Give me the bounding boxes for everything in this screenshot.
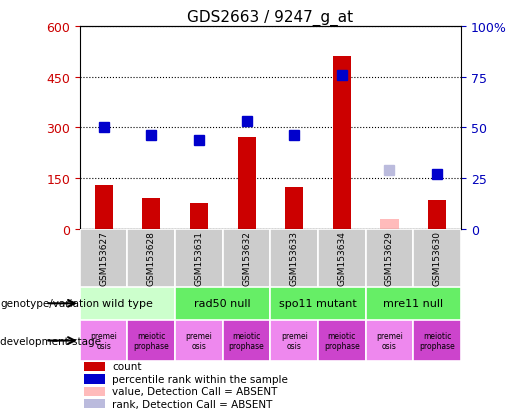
Bar [128, 320, 175, 361]
Bar [413, 320, 461, 361]
Text: mre11 null: mre11 null [383, 299, 443, 309]
Bar [237, 138, 255, 229]
Bar [175, 229, 222, 287]
Bar [175, 320, 222, 361]
Text: premei
osis: premei osis [185, 331, 212, 350]
Text: GSM153632: GSM153632 [242, 231, 251, 285]
Bar [128, 229, 175, 287]
Bar [80, 320, 128, 361]
Bar [80, 287, 175, 320]
Bar [83, 387, 105, 396]
Bar [270, 287, 366, 320]
Text: GSM153634: GSM153634 [337, 231, 346, 285]
Text: meiotic
prophase: meiotic prophase [419, 331, 455, 350]
Bar [142, 199, 160, 229]
Text: count: count [112, 361, 142, 372]
Bar [83, 399, 105, 408]
Bar [83, 374, 105, 384]
Text: spo11 mutant: spo11 mutant [279, 299, 357, 309]
Text: meiotic
prophase: meiotic prophase [133, 331, 169, 350]
Bar [175, 287, 270, 320]
Bar [366, 287, 461, 320]
Bar [318, 229, 366, 287]
Text: GSM153630: GSM153630 [433, 231, 441, 285]
Bar [190, 204, 208, 229]
Text: premei
osis: premei osis [281, 331, 307, 350]
Text: value, Detection Call = ABSENT: value, Detection Call = ABSENT [112, 386, 278, 396]
Bar [285, 187, 303, 229]
Bar [95, 185, 113, 229]
Title: GDS2663 / 9247_g_at: GDS2663 / 9247_g_at [187, 9, 353, 26]
Text: GSM153628: GSM153628 [147, 231, 156, 285]
Bar [222, 320, 270, 361]
Bar [413, 229, 461, 287]
Text: development stage: development stage [0, 336, 101, 346]
Bar [80, 229, 128, 287]
Text: GSM153627: GSM153627 [99, 231, 108, 285]
Text: premei
osis: premei osis [376, 331, 403, 350]
Text: percentile rank within the sample: percentile rank within the sample [112, 374, 288, 384]
Text: GSM153633: GSM153633 [290, 231, 299, 285]
Bar [270, 229, 318, 287]
Text: meiotic
prophase: meiotic prophase [229, 331, 264, 350]
Bar [333, 57, 351, 229]
Bar [366, 320, 413, 361]
Text: genotype/variation: genotype/variation [0, 299, 99, 309]
Bar [83, 362, 105, 371]
Text: meiotic
prophase: meiotic prophase [324, 331, 359, 350]
Text: GSM153631: GSM153631 [195, 231, 203, 285]
Text: premei
osis: premei osis [90, 331, 117, 350]
Text: wild type: wild type [102, 299, 153, 309]
Bar [428, 201, 446, 229]
Text: GSM153629: GSM153629 [385, 231, 394, 285]
Bar [366, 229, 413, 287]
Text: rank, Detection Call = ABSENT: rank, Detection Call = ABSENT [112, 399, 272, 409]
Bar [222, 229, 270, 287]
Bar [381, 220, 399, 229]
Text: rad50 null: rad50 null [195, 299, 251, 309]
Bar [270, 320, 318, 361]
Bar [318, 320, 366, 361]
